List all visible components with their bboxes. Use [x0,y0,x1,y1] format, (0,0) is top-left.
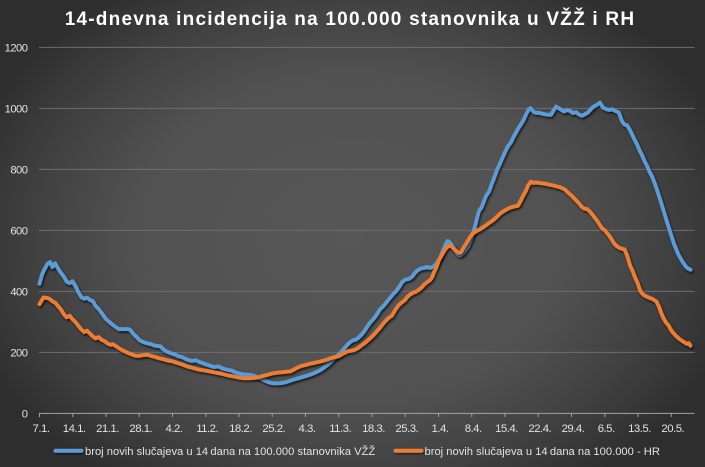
svg-text:22.4.: 22.4. [528,423,551,435]
svg-text:18.2.: 18.2. [229,423,252,435]
svg-text:29.4.: 29.4. [562,423,585,435]
svg-text:1000: 1000 [5,104,28,116]
svg-text:broj novih slučajeva u 14 dana: broj novih slučajeva u 14 dana na 100.00… [85,445,375,458]
svg-text:28.1.: 28.1. [129,423,152,435]
svg-text:25.2.: 25.2. [262,423,285,435]
svg-text:15.4.: 15.4. [495,423,518,435]
svg-text:14-dnevna incidencija na 100.0: 14-dnevna incidencija na 100.000 stanovn… [65,8,636,30]
svg-text:18.3.: 18.3. [362,423,385,435]
svg-text:14.1.: 14.1. [63,423,86,435]
svg-text:13.5.: 13.5. [628,423,651,435]
svg-text:11.2.: 11.2. [196,423,218,435]
svg-text:400: 400 [10,287,27,299]
svg-text:800: 800 [10,165,27,177]
svg-text:20.5.: 20.5. [661,423,684,435]
svg-text:600: 600 [10,226,27,238]
svg-text:1200: 1200 [5,43,28,55]
svg-text:4.2.: 4.2. [166,423,183,435]
svg-text:11.3.: 11.3. [329,423,351,435]
svg-text:6.5.: 6.5. [598,423,615,435]
svg-text:4.3.: 4.3. [299,423,316,435]
svg-text:21.1.: 21.1. [96,423,119,435]
svg-text:0: 0 [22,409,28,421]
svg-text:7.1.: 7.1. [33,423,50,435]
svg-text:25.3.: 25.3. [395,423,418,435]
svg-text:200: 200 [10,348,27,360]
svg-text:1.4.: 1.4. [432,423,449,435]
svg-text:8.4.: 8.4. [465,423,482,435]
svg-text:broj novih slučajeva u 14 dana: broj novih slučajeva u 14 dana na 100.00… [425,446,660,458]
